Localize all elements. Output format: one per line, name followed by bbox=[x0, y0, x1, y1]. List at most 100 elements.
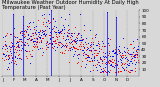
Point bbox=[83, 48, 85, 49]
Point bbox=[98, 56, 101, 57]
Point bbox=[83, 46, 85, 48]
Point bbox=[117, 46, 120, 47]
Point bbox=[52, 25, 55, 27]
Point bbox=[40, 37, 43, 39]
Point bbox=[11, 59, 14, 61]
Point bbox=[15, 42, 17, 44]
Point bbox=[62, 36, 64, 37]
Point bbox=[117, 61, 119, 62]
Point bbox=[10, 46, 13, 47]
Point bbox=[127, 52, 130, 54]
Point bbox=[32, 42, 35, 43]
Point bbox=[24, 35, 27, 36]
Point bbox=[101, 61, 104, 62]
Point bbox=[47, 20, 49, 22]
Point bbox=[110, 50, 113, 52]
Point bbox=[65, 42, 68, 44]
Point bbox=[48, 35, 50, 36]
Point bbox=[81, 39, 84, 40]
Point bbox=[82, 52, 85, 53]
Point bbox=[30, 35, 33, 37]
Point bbox=[37, 35, 39, 37]
Point bbox=[28, 51, 30, 52]
Point bbox=[115, 46, 118, 48]
Point bbox=[74, 41, 76, 43]
Point bbox=[42, 33, 45, 34]
Point bbox=[79, 40, 81, 41]
Point bbox=[111, 65, 114, 67]
Point bbox=[79, 39, 82, 41]
Point bbox=[35, 25, 38, 26]
Point bbox=[54, 21, 56, 22]
Point bbox=[106, 51, 108, 53]
Point bbox=[72, 40, 74, 41]
Point bbox=[86, 47, 88, 48]
Point bbox=[40, 40, 42, 41]
Point bbox=[23, 30, 26, 31]
Point bbox=[9, 33, 12, 35]
Point bbox=[103, 45, 105, 47]
Point bbox=[106, 60, 109, 62]
Point bbox=[65, 45, 67, 46]
Point bbox=[113, 52, 115, 54]
Point bbox=[126, 63, 128, 65]
Point bbox=[5, 44, 8, 46]
Point bbox=[59, 32, 62, 34]
Point bbox=[48, 13, 50, 14]
Point bbox=[124, 54, 126, 56]
Point bbox=[70, 43, 73, 45]
Point bbox=[70, 42, 72, 43]
Point bbox=[130, 56, 132, 57]
Point bbox=[4, 45, 7, 46]
Point bbox=[21, 33, 23, 34]
Point bbox=[114, 51, 116, 53]
Point bbox=[100, 48, 102, 50]
Point bbox=[27, 39, 30, 40]
Text: Milwaukee Weather Outdoor Humidity At Daily High Temperature (Past Year): Milwaukee Weather Outdoor Humidity At Da… bbox=[2, 0, 138, 10]
Point bbox=[4, 55, 7, 56]
Point bbox=[61, 51, 64, 53]
Point bbox=[66, 30, 69, 31]
Point bbox=[89, 44, 91, 46]
Point bbox=[93, 55, 95, 57]
Point bbox=[38, 36, 40, 37]
Point bbox=[73, 40, 76, 41]
Point bbox=[57, 30, 60, 31]
Point bbox=[134, 56, 137, 58]
Point bbox=[81, 38, 83, 40]
Point bbox=[49, 38, 52, 39]
Point bbox=[99, 72, 101, 73]
Point bbox=[126, 60, 128, 62]
Point bbox=[136, 52, 139, 53]
Point bbox=[68, 47, 71, 49]
Point bbox=[12, 52, 15, 53]
Point bbox=[57, 32, 60, 33]
Point bbox=[117, 50, 120, 52]
Point bbox=[95, 45, 97, 46]
Point bbox=[117, 48, 120, 49]
Point bbox=[27, 34, 30, 35]
Point bbox=[119, 52, 121, 53]
Point bbox=[92, 49, 95, 50]
Point bbox=[103, 70, 105, 71]
Point bbox=[21, 35, 23, 36]
Point bbox=[24, 32, 27, 33]
Point bbox=[125, 64, 128, 65]
Point bbox=[48, 22, 51, 23]
Point bbox=[3, 54, 5, 55]
Point bbox=[130, 70, 133, 71]
Point bbox=[44, 43, 47, 44]
Point bbox=[95, 33, 98, 34]
Point bbox=[3, 60, 5, 61]
Point bbox=[68, 28, 70, 29]
Point bbox=[98, 64, 101, 66]
Point bbox=[8, 57, 10, 59]
Point bbox=[123, 50, 126, 51]
Point bbox=[52, 30, 55, 32]
Point bbox=[12, 49, 14, 50]
Point bbox=[50, 36, 53, 38]
Point bbox=[17, 44, 19, 46]
Point bbox=[75, 47, 77, 49]
Point bbox=[62, 46, 65, 47]
Point bbox=[107, 70, 109, 71]
